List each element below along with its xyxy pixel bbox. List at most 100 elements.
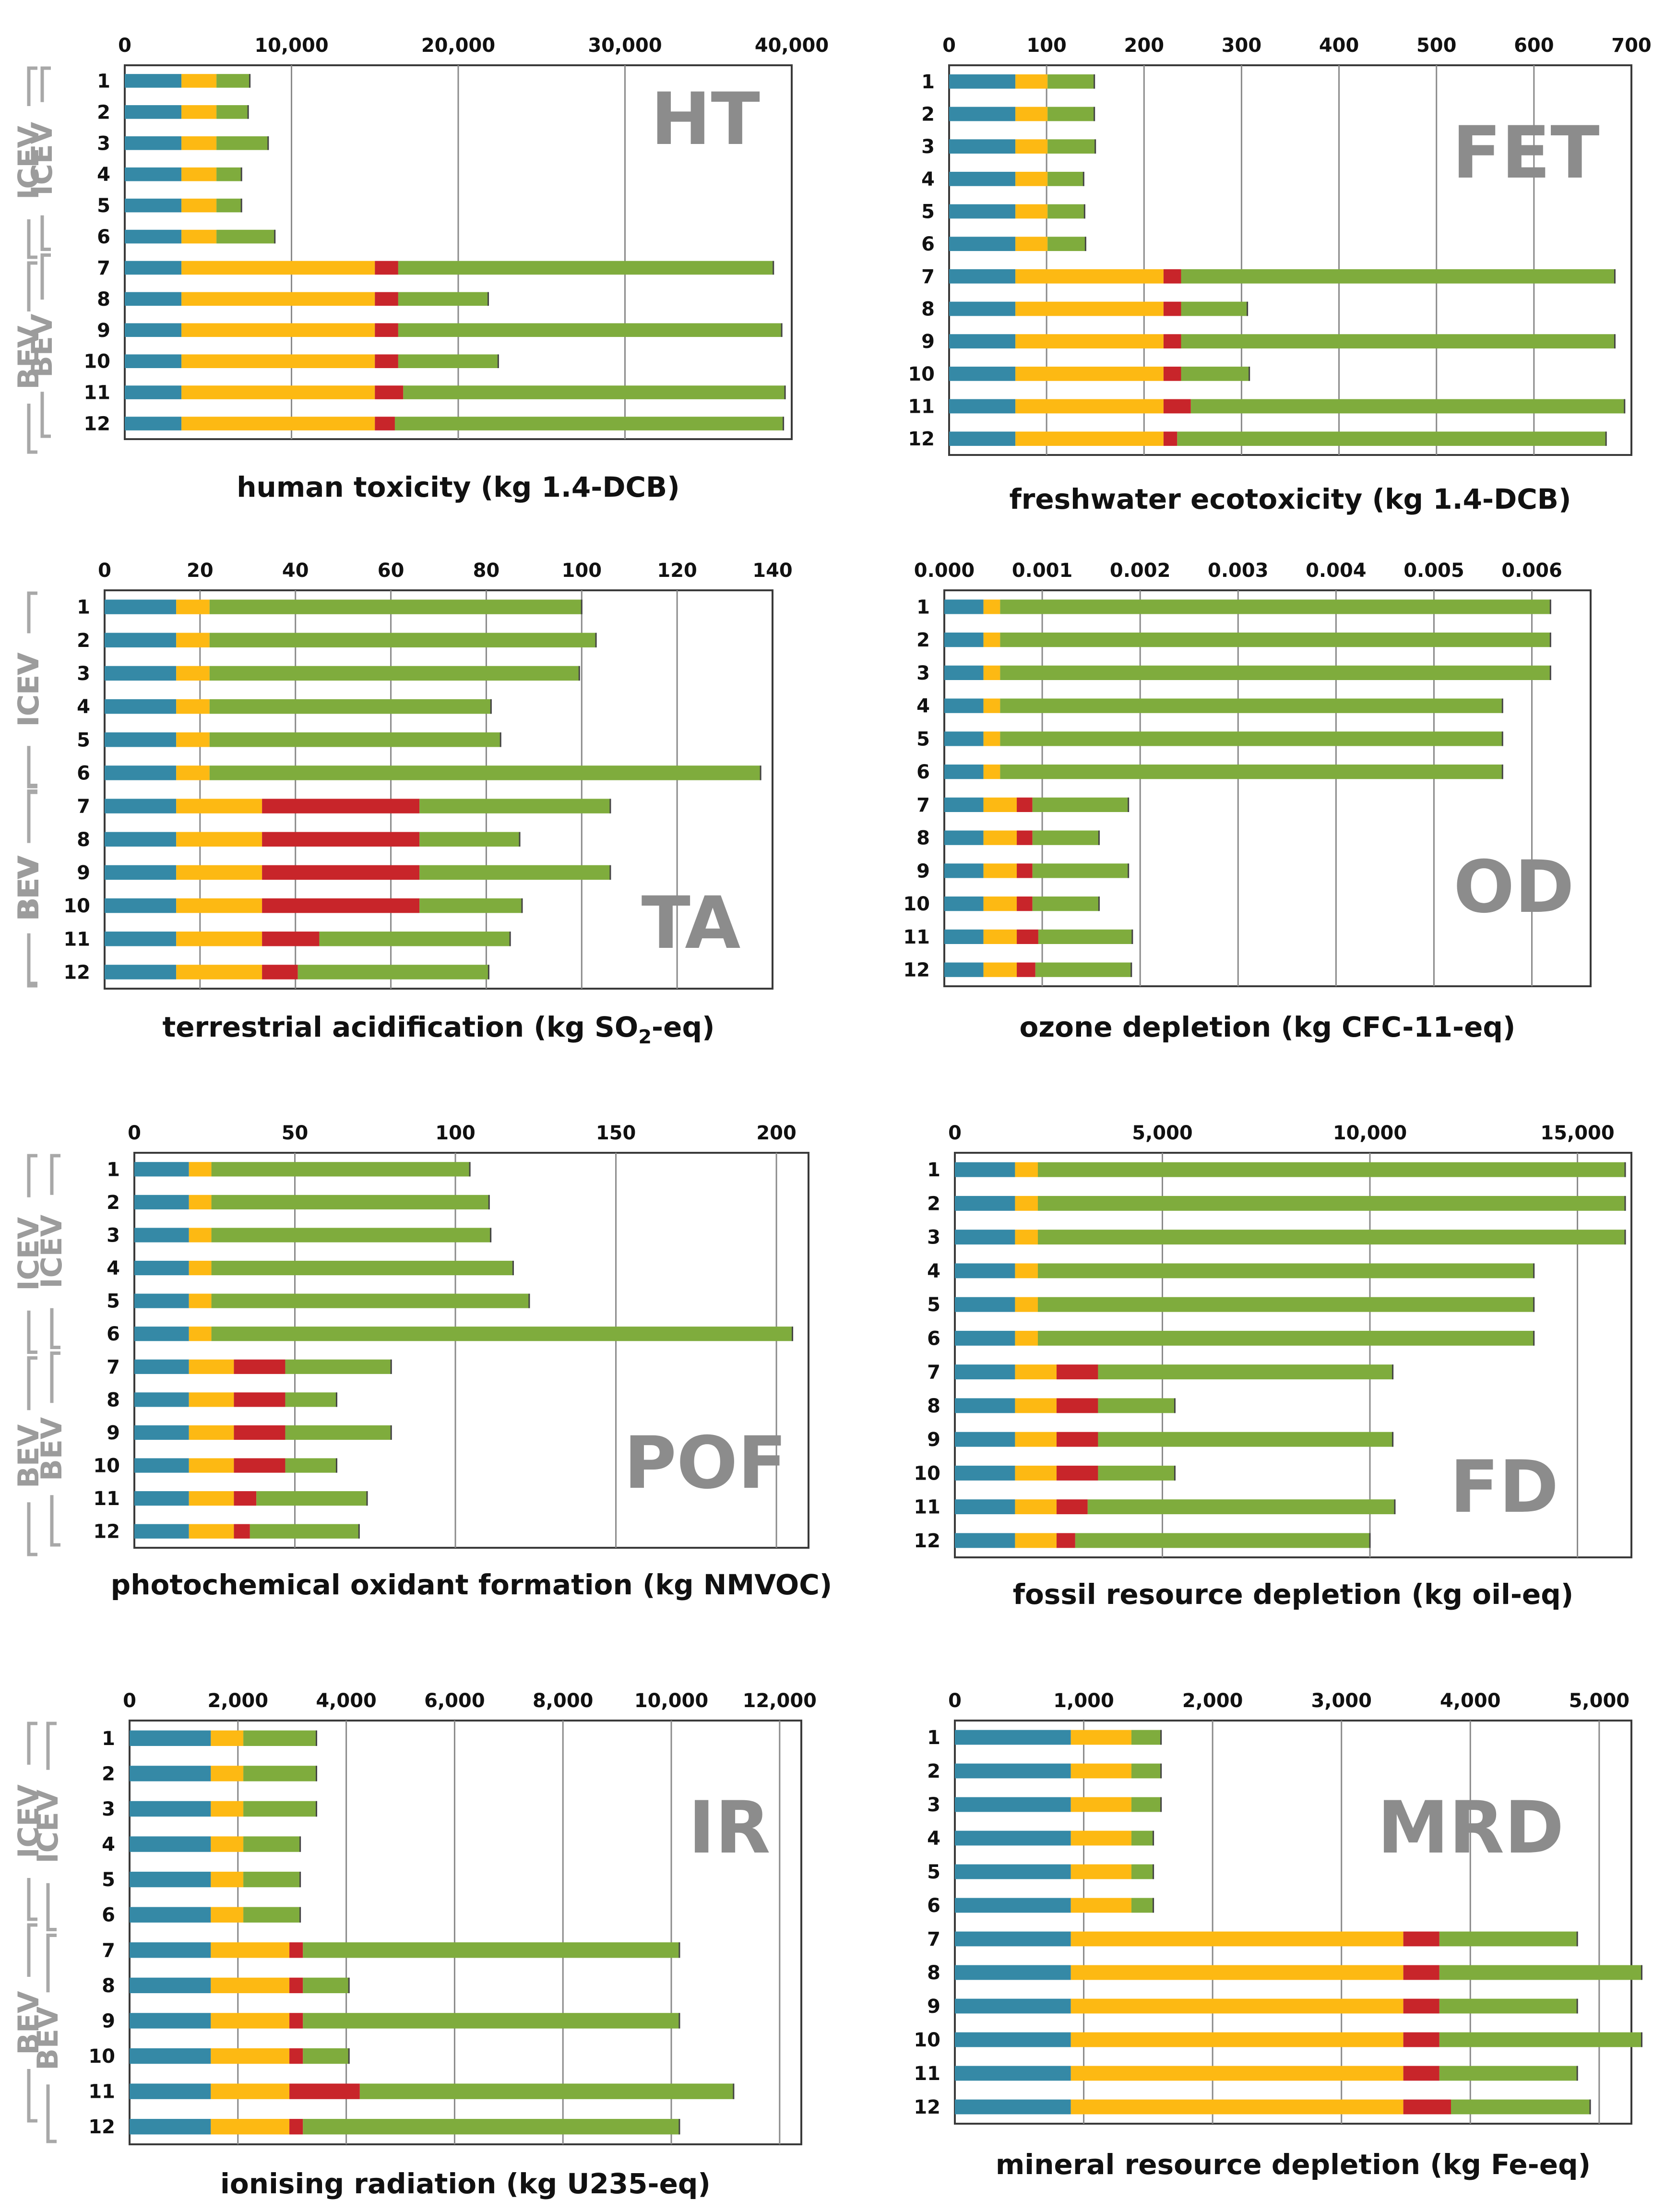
group-bracket [27,261,37,454]
category-label: 11 [903,926,930,948]
bar-segment-2 [1015,1364,1057,1380]
category-label: 6 [97,226,110,248]
bar-segment-1 [955,1465,1015,1481]
chart-od-svg: 0.000 0.001 0.002 0.003 0.004 0.005 0.00612345… [12,560,1592,1043]
category-label: 7 [77,796,90,818]
bar-segment-1 [125,136,182,150]
group-label-icev: ICEV [12,653,46,727]
x-tick-label: 100 [1026,35,1067,57]
bar-segment-2 [189,1491,234,1506]
bar-segment-2 [176,932,262,946]
bar-segment-1 [134,1392,189,1407]
bar-segment-3 [234,1425,285,1440]
bar-segment-1 [134,1327,189,1341]
bar-segment-2 [176,898,262,913]
category-label: 8 [107,1389,120,1411]
group-label-bev: BEV [35,1417,69,1481]
bar-segment-3 [262,832,420,847]
bar-segment-1 [130,2048,211,2064]
group-label-icev: ICEV [31,1789,65,1863]
bar-segment-3 [1163,334,1181,349]
bar-segment-2 [211,1977,290,1994]
bar-segment-2 [1015,1162,1038,1177]
bar-segment-2 [1070,2066,1403,2081]
category-label: 1 [107,1159,120,1181]
bar-segment-4 [303,2119,679,2135]
bar-segment-1 [955,1364,1015,1380]
category-label: 3 [927,1794,940,1816]
x-axis-title: photochemical oxidant formation (kg NMVO… [111,1568,832,1601]
category-label: 1 [916,596,930,618]
bar-segment-4 [216,198,242,213]
bar-segment-1 [105,898,177,913]
bar-segment-1 [955,1797,1071,1812]
bar-segment-1 [944,929,984,944]
bar-segment-3 [1403,1998,1439,2014]
bar-segment-4 [243,1766,317,1782]
category-label: 1 [97,70,110,92]
x-tick-label: 40 [282,560,309,582]
bar-segment-2 [211,1907,244,1923]
bar-segment-2 [176,699,210,714]
bar-segment-4 [1038,1297,1534,1312]
category-label: 6 [77,762,90,784]
bar-segment-1 [955,1533,1015,1548]
bar-segment-4 [1131,1730,1161,1745]
category-label: 9 [927,1429,940,1451]
bar-segment-2 [1015,107,1048,121]
bar-segment-2 [181,354,375,368]
category-label: 5 [927,1294,940,1316]
group-bracket [27,1356,37,1556]
bar-segment-2 [181,105,217,119]
category-label: 12 [88,2116,115,2138]
bar-segment-1 [105,599,177,614]
category-label: 10 [88,2045,115,2068]
bar-segment-4 [209,732,501,747]
bar-segment-4 [1131,1830,1154,1846]
bar-segment-3 [262,932,320,946]
bar-segment-3 [289,2119,303,2135]
bar-segment-2 [1070,1864,1131,1879]
bar-segment-2 [1015,237,1048,251]
bar-segment-4 [398,292,488,306]
bar-segment-2 [189,1392,234,1407]
x-tick-label: 0.000 [914,560,975,582]
category-label: 11 [914,1496,940,1519]
category-label: 4 [927,1828,940,1850]
bar-segment-3 [1403,1965,1439,1980]
bar-segment-4 [243,1907,300,1923]
bar-segment-3 [1056,1432,1098,1447]
bar-segment-1 [125,385,182,399]
bar-segment-1 [134,1458,189,1473]
chart-panel-od: 0.000 0.001 0.002 0.003 0.004 0.005 0.006 1 2 3 4 5… [0,0,1665,1056]
x-tick-label: 60 [378,560,404,582]
x-tick-label: 0 [118,35,131,57]
bar-segment-2 [1015,366,1164,381]
bar-segment-1 [105,732,177,747]
group-bracket [27,1722,37,1921]
bar-segment-2 [176,599,210,614]
chart-panel-ir: 0 2,000 4,000 6,000 8,000 10,000 12,000 1 2 3 4 5 6 7… [0,0,832,2212]
bar-segment-3 [1163,431,1177,446]
bar-segment-2 [1015,1330,1038,1346]
bar-segment-1 [944,698,984,713]
category-label: 8 [921,299,935,321]
category-label: 11 [93,1488,120,1510]
bar-segment-2 [211,1801,244,1817]
category-label: 5 [102,1869,115,1891]
bar-segment-4 [398,261,773,275]
chart-abbreviation: MRD [1377,1786,1564,1870]
x-tick-label: 4,000 [1440,1690,1501,1712]
category-label: 6 [102,1904,115,1926]
bar-segment-1 [955,1763,1071,1779]
bar-segment-1 [955,1830,1071,1846]
bar-segment-1 [949,334,1016,349]
bar-segment-1 [134,1228,189,1243]
bar-segment-4 [303,1942,679,1958]
bar-segment-2 [181,198,217,213]
bar-segment-3 [289,2083,360,2099]
bar-segment-4 [1047,74,1094,89]
bar-segment-4 [419,832,520,847]
x-tick-label: 10,000 [1333,1122,1407,1144]
